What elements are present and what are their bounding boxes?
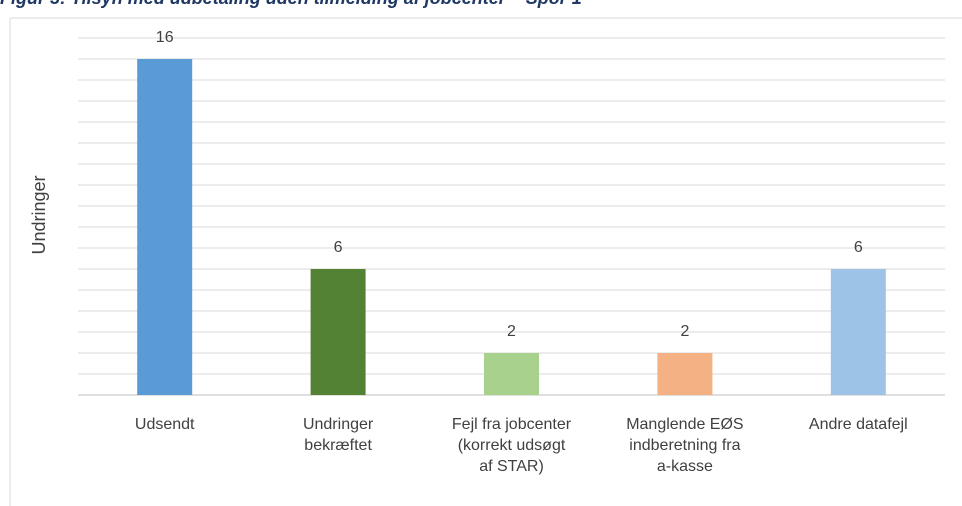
data-label: 2 <box>507 323 516 340</box>
data-label: 16 <box>156 29 174 46</box>
data-label: 6 <box>334 239 343 256</box>
x-tick-label: Fejl fra jobcenter (korrekt udsøgt af ST… <box>451 416 572 475</box>
chart-title: Figur 3: Tilsyn med udbetaling uden tilm… <box>0 0 582 8</box>
x-tick-label: Andre datafejl <box>808 416 908 433</box>
x-tick-label: Manglende EØS indberetning fra a-kasse <box>626 416 744 475</box>
x-tick-label: Udsendt <box>134 416 195 433</box>
bar <box>484 353 539 395</box>
bar <box>830 269 886 395</box>
data-label: 6 <box>854 239 863 256</box>
bar <box>137 59 193 395</box>
bar <box>310 269 366 395</box>
data-label: 2 <box>680 323 689 340</box>
x-tick-label: Undringer bekræftet <box>302 416 374 454</box>
bar <box>657 353 713 395</box>
y-axis-label: Undringer <box>29 175 49 254</box>
